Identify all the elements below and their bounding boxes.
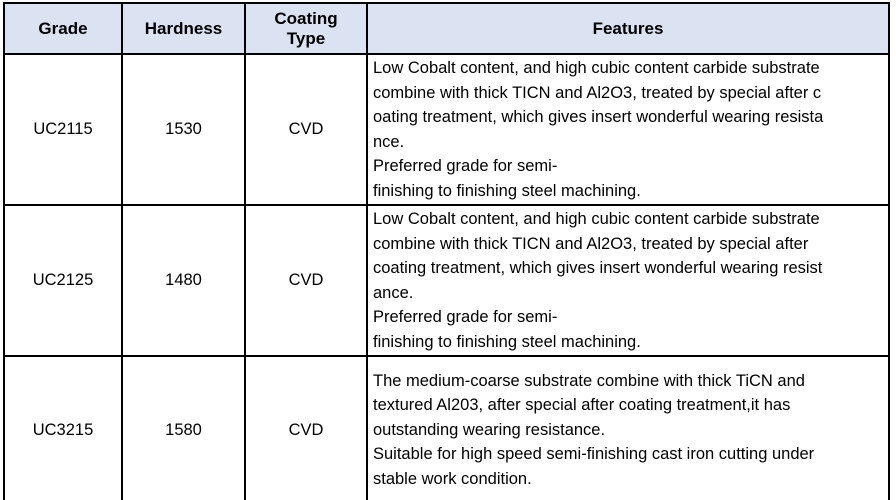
hardness-cell: 1530	[121, 53, 246, 206]
features-cell: Low Cobalt content, and high cubic conte…	[366, 53, 890, 206]
column-header-grade: Grade	[3, 2, 123, 55]
grade-cell: UC2115	[3, 53, 123, 206]
column-header-hardness: Hardness	[121, 2, 246, 55]
coating-type-cell: CVD	[244, 204, 368, 357]
grade-cell: UC3215	[3, 355, 123, 500]
carbide-grades-table: Grade Hardness Coating Type Features UC2…	[3, 2, 890, 500]
header-row: Grade Hardness Coating Type Features	[3, 2, 890, 55]
column-header-coating-type: Coating Type	[244, 2, 368, 55]
hardness-cell: 1480	[121, 204, 246, 357]
table-row-uc2125: UC2125 1480 CVD Low Cobalt content, and …	[3, 204, 890, 357]
hardness-cell: 1580	[121, 355, 246, 500]
table-row-uc3215: UC3215 1580 CVD The medium-coarse substr…	[3, 355, 890, 500]
features-cell: Low Cobalt content, and high cubic conte…	[366, 204, 890, 357]
features-cell: The medium-coarse substrate combine with…	[366, 355, 890, 500]
column-header-features: Features	[366, 2, 890, 55]
coating-type-cell: CVD	[244, 355, 368, 500]
grade-cell: UC2125	[3, 204, 123, 357]
table-row-uc2115: UC2115 1530 CVD Low Cobalt content, and …	[3, 53, 890, 206]
coating-type-cell: CVD	[244, 53, 368, 206]
